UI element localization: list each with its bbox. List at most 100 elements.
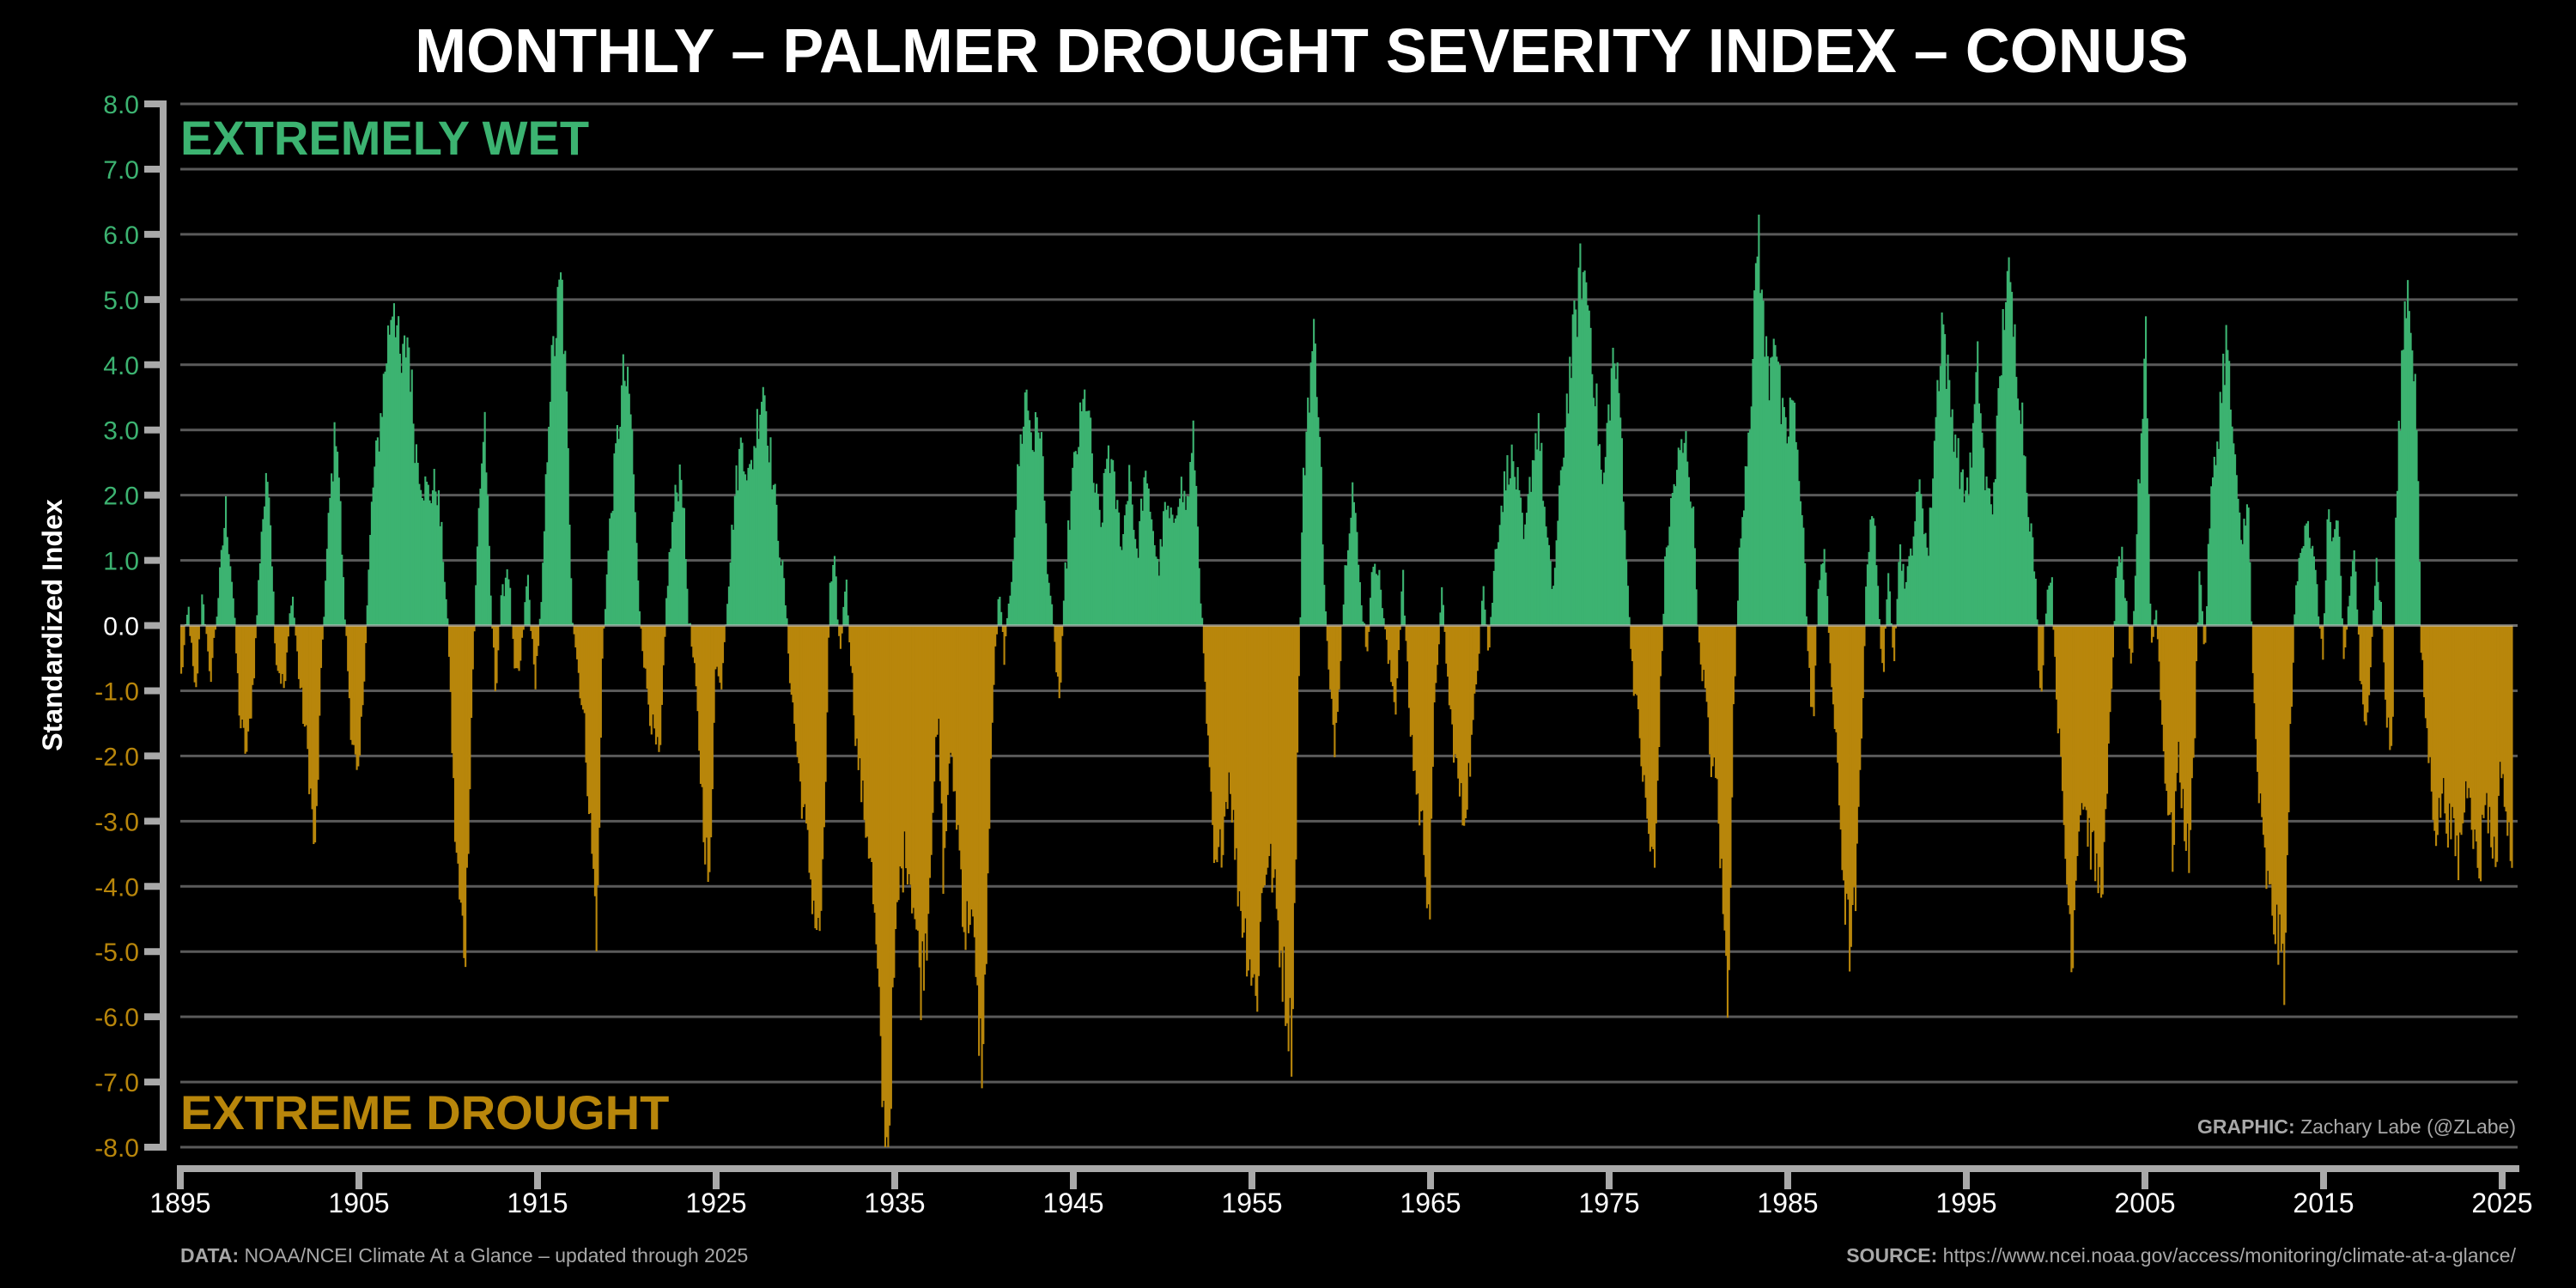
bar <box>2052 625 2055 630</box>
bar <box>747 467 750 626</box>
bar <box>1289 625 1291 999</box>
bar <box>658 625 660 752</box>
bar <box>2251 621 2253 626</box>
bar <box>1275 625 1278 909</box>
bar <box>2222 353 2225 626</box>
bar <box>586 625 589 797</box>
bar <box>244 625 246 754</box>
bar <box>580 625 583 706</box>
bar <box>1996 416 1998 626</box>
bar <box>781 560 784 626</box>
bar <box>1018 466 1020 626</box>
bar <box>550 344 553 626</box>
bar <box>999 596 1001 626</box>
bar <box>1832 625 1835 705</box>
bar <box>790 625 793 696</box>
bar <box>2335 520 2337 626</box>
bar <box>522 625 525 630</box>
bar <box>1508 484 1510 626</box>
bar <box>2139 483 2142 626</box>
bar <box>321 625 324 640</box>
bar <box>2111 625 2114 658</box>
bar <box>2011 291 2014 626</box>
bar <box>1147 488 1150 626</box>
bar <box>762 386 764 626</box>
bar <box>844 591 847 626</box>
bar <box>1670 498 1673 626</box>
bar <box>1531 459 1534 626</box>
bar <box>1467 625 1470 763</box>
bar <box>1540 442 1543 626</box>
bar <box>2235 475 2238 626</box>
bar <box>2350 576 2353 626</box>
bar <box>2357 625 2360 635</box>
bar <box>1616 362 1619 626</box>
bar <box>2167 625 2170 816</box>
bar <box>2460 625 2463 835</box>
bar <box>296 625 299 652</box>
bar <box>2359 625 2361 681</box>
bar <box>1525 513 1528 626</box>
bar <box>976 625 979 986</box>
bar <box>2204 625 2207 643</box>
bar <box>975 625 977 977</box>
bar <box>2379 600 2381 626</box>
bar <box>1748 429 1752 626</box>
bar <box>1772 338 1775 626</box>
bar <box>621 385 623 626</box>
bar <box>1475 625 1478 685</box>
bar <box>339 501 342 626</box>
bar <box>2076 625 2079 856</box>
bar <box>1609 420 1612 626</box>
bar <box>1256 625 1259 1012</box>
bar <box>422 500 425 626</box>
bar <box>1037 432 1040 626</box>
bar <box>1756 256 1759 626</box>
bar <box>1955 458 1958 626</box>
bar <box>1984 489 1986 626</box>
bar <box>2324 613 2326 626</box>
bar <box>1431 625 1433 819</box>
bar <box>1704 625 1707 689</box>
bar <box>1100 526 1103 626</box>
bar <box>1118 512 1121 626</box>
bar <box>1588 310 1590 626</box>
bar <box>368 569 370 626</box>
bar <box>1506 455 1509 626</box>
bar <box>1055 625 1058 672</box>
bar <box>1841 625 1844 871</box>
bar <box>1788 436 1790 626</box>
bar <box>197 625 199 674</box>
bar <box>2324 580 2327 626</box>
bar <box>1268 625 1271 856</box>
bar <box>1904 588 1906 626</box>
bar <box>501 584 504 626</box>
bar <box>223 527 226 626</box>
bar <box>1786 443 1789 626</box>
bar <box>958 625 961 851</box>
bar <box>2290 625 2293 708</box>
bar <box>1113 471 1115 626</box>
bar <box>2338 537 2341 626</box>
annotation-extreme-drought: EXTREME DROUGHT <box>180 1085 669 1139</box>
bar <box>984 625 987 975</box>
bar <box>637 580 640 626</box>
x-tick-label: 1895 <box>149 1188 210 1218</box>
bar <box>1078 447 1080 626</box>
bar <box>1230 625 1232 794</box>
bar <box>1971 467 1973 626</box>
bar <box>1107 445 1109 626</box>
bar <box>804 625 806 805</box>
bar <box>378 451 380 626</box>
bar <box>2129 625 2132 664</box>
bar <box>1766 355 1769 626</box>
bar <box>1673 483 1675 626</box>
bar <box>1589 327 1592 626</box>
bar <box>272 591 275 626</box>
bar <box>994 625 997 647</box>
bar <box>1163 501 1166 626</box>
bar <box>611 510 614 626</box>
bar <box>1236 625 1239 907</box>
bar <box>1634 625 1637 695</box>
bar <box>2219 392 2221 626</box>
